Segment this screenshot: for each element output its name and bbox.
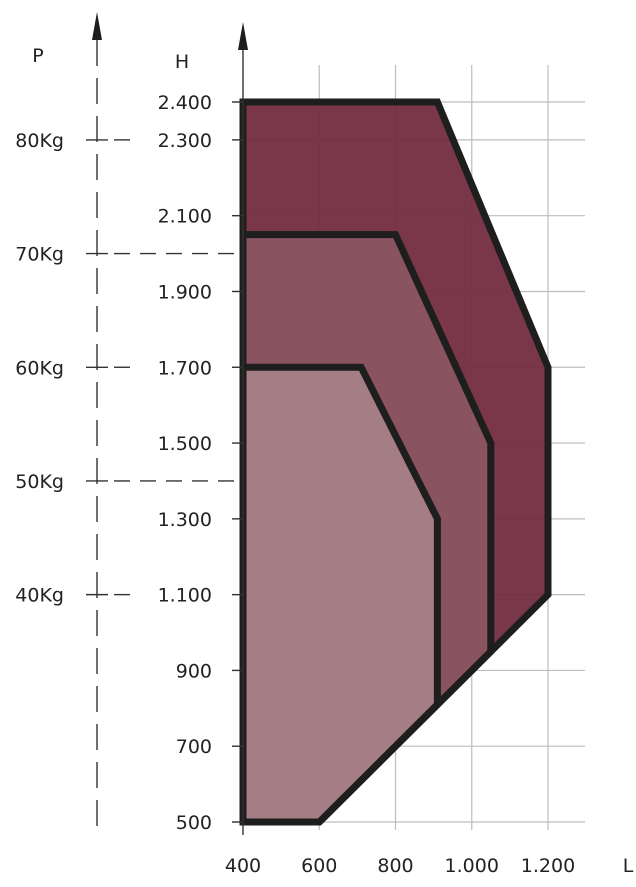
x-tick-label: 1.000 [445,855,499,877]
x-tick-label: 1.200 [521,855,575,877]
p-tick-label: 70Kg [15,244,64,266]
p-tick-label: 60Kg [15,357,64,379]
h-tick-label: 1.100 [158,585,212,607]
h-tick-label: 1.500 [158,433,212,455]
h-tick-label: 700 [176,736,212,758]
p-tick-label: 40Kg [15,585,64,607]
x-tick-label: 800 [377,855,413,877]
h-tick-label: 1.300 [158,509,212,531]
h-tick-label: 2.400 [158,92,212,114]
capacity-regions [239,98,552,826]
axes: P H L [32,12,634,877]
h-tick-label: 2.100 [158,206,212,228]
p-tick-label: 80Kg [15,130,64,152]
l-axis-title: L [623,855,634,877]
x-tick-label: 400 [225,855,261,877]
h-tick-label: 1.900 [158,281,212,303]
h-axis-title: H [175,51,189,73]
p-tick-label: 50Kg [15,471,64,493]
p-axis-title: P [32,45,43,67]
h-axis-arrow [238,22,248,50]
h-tick-label: 1.700 [158,357,212,379]
h-tick-label: 2.300 [158,130,212,152]
p-axis-arrow [92,12,102,40]
tick-labels: 500 700 900 1.100 1.300 1.500 1.700 1.900 2.100 2… [15,92,575,877]
h-tick-label: 500 [176,812,212,834]
x-tick-label: 600 [301,855,337,877]
h-tick-label: 900 [176,660,212,682]
